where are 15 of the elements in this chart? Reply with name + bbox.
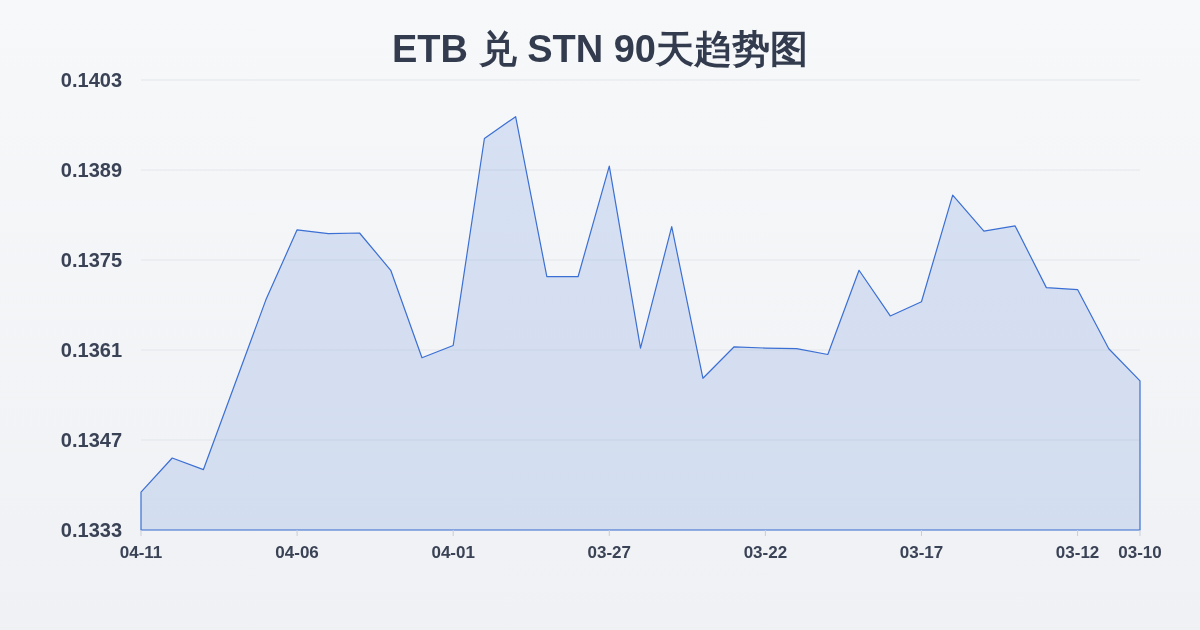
x-tick-label: 04-11	[119, 543, 163, 562]
x-tick-label: 04-01	[431, 543, 475, 562]
x-tick-label: 03-10	[1118, 543, 1162, 562]
y-tick-label: 0.1347	[60, 429, 122, 451]
chart-title: ETB 兑 STN 90天趋势图	[392, 28, 808, 70]
y-tick-label: 0.1361	[60, 339, 122, 361]
y-tick-label: 0.1333	[60, 519, 122, 541]
x-tick-label: 03-12	[1055, 543, 1100, 562]
y-tick-label: 0.1389	[60, 159, 122, 181]
x-tick-label: 03-22	[743, 543, 788, 562]
y-tick-label: 0.1375	[60, 249, 122, 271]
x-tick-label: 03-17	[899, 543, 944, 562]
y-tick-label: 0.1403	[60, 69, 122, 91]
x-tick-label: 03-27	[587, 543, 632, 562]
x-tick-label: 04-06	[275, 543, 319, 562]
